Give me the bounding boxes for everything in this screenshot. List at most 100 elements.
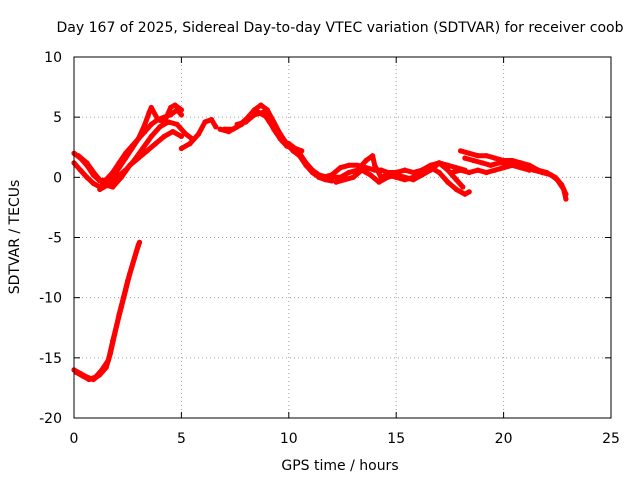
- data-series: [71, 102, 569, 383]
- data-point: [140, 145, 146, 152]
- data-point: [483, 169, 489, 176]
- y-tick-label: 5: [53, 110, 62, 126]
- data-point: [436, 160, 442, 166]
- data-point: [123, 167, 129, 173]
- data-point: [148, 133, 154, 139]
- data-point: [178, 112, 184, 118]
- data-point: [496, 160, 502, 166]
- data-point: [168, 104, 174, 111]
- data-point: [266, 119, 273, 125]
- data-point: [402, 174, 408, 180]
- data-point: [243, 119, 249, 125]
- data-point: [363, 157, 369, 164]
- data-point: [148, 121, 154, 127]
- data-point: [161, 133, 167, 139]
- data-point: [445, 179, 451, 185]
- data-point: [488, 162, 494, 168]
- y-axis-label: SDTVAR / TECUs: [7, 180, 23, 295]
- data-point: [475, 167, 481, 173]
- data-point: [123, 155, 129, 161]
- data-point: [346, 162, 352, 168]
- data-point: [453, 177, 459, 183]
- data-point: [99, 367, 105, 373]
- data-point: [376, 179, 382, 185]
- data-point: [110, 338, 116, 344]
- data-point: [114, 174, 120, 180]
- data-point: [97, 186, 103, 192]
- data-point: [492, 167, 498, 173]
- data-point: [127, 271, 133, 277]
- data-point: [329, 174, 335, 180]
- data-point: [172, 102, 178, 108]
- series-track-4: [97, 119, 195, 192]
- data-point: [187, 141, 193, 147]
- data-point: [217, 126, 223, 132]
- data-point: [346, 169, 352, 176]
- data-point: [483, 153, 489, 159]
- series-trace: [234, 109, 305, 154]
- series-track-13: [462, 155, 569, 202]
- data-point: [178, 145, 184, 152]
- series-trace: [449, 162, 532, 175]
- data-point: [146, 109, 152, 115]
- data-point: [196, 131, 202, 137]
- data-point: [466, 189, 472, 195]
- data-point: [86, 376, 92, 383]
- data-point: [75, 153, 81, 159]
- data-point: [135, 136, 141, 142]
- data-point: [251, 112, 257, 118]
- data-point: [554, 177, 560, 183]
- data-point: [453, 186, 459, 192]
- axis-ticks: 0 5 10 15 20 25 -20 -15 -10 -5 0 5 10: [39, 50, 620, 447]
- data-point: [460, 184, 466, 190]
- data-point: [84, 160, 90, 166]
- data-point: [561, 186, 567, 192]
- data-point: [466, 169, 472, 176]
- data-point: [258, 102, 264, 108]
- data-point: [148, 104, 154, 111]
- data-point: [264, 107, 270, 113]
- data-point: [90, 180, 96, 186]
- data-point: [303, 160, 309, 166]
- data-point: [466, 150, 472, 156]
- data-point: [462, 155, 468, 161]
- x-axis-label: GPS time / hours: [281, 458, 398, 474]
- data-point: [350, 174, 356, 180]
- data-point: [213, 124, 219, 130]
- data-point: [370, 153, 376, 159]
- series-track-11: [333, 160, 466, 190]
- data-point: [92, 374, 99, 380]
- data-point: [234, 121, 240, 127]
- data-point: [501, 165, 507, 171]
- data-point: [260, 109, 266, 115]
- data-point: [428, 167, 434, 173]
- data-point: [292, 145, 298, 152]
- data-point: [470, 157, 477, 164]
- data-point: [279, 138, 285, 144]
- x-tick-label: 20: [495, 431, 513, 447]
- x-tick-label: 5: [177, 431, 186, 447]
- data-point: [333, 179, 339, 185]
- data-point: [129, 145, 135, 152]
- data-point: [131, 256, 137, 262]
- data-point: [449, 169, 455, 176]
- data-point: [174, 121, 180, 127]
- data-point: [155, 117, 161, 123]
- data-point: [84, 174, 90, 180]
- data-point: [230, 126, 236, 132]
- data-point: [123, 287, 129, 293]
- data-point: [110, 184, 116, 190]
- data-point: [273, 129, 279, 135]
- x-tick-label: 0: [70, 431, 79, 447]
- y-tick-label: -20: [39, 411, 62, 427]
- data-point: [105, 357, 111, 363]
- data-point: [299, 148, 305, 154]
- data-point: [436, 169, 442, 176]
- data-point: [548, 172, 554, 178]
- data-point: [462, 191, 468, 197]
- series-track-14: [449, 162, 533, 176]
- data-point: [80, 373, 86, 379]
- data-point: [202, 119, 208, 125]
- data-point: [367, 172, 373, 178]
